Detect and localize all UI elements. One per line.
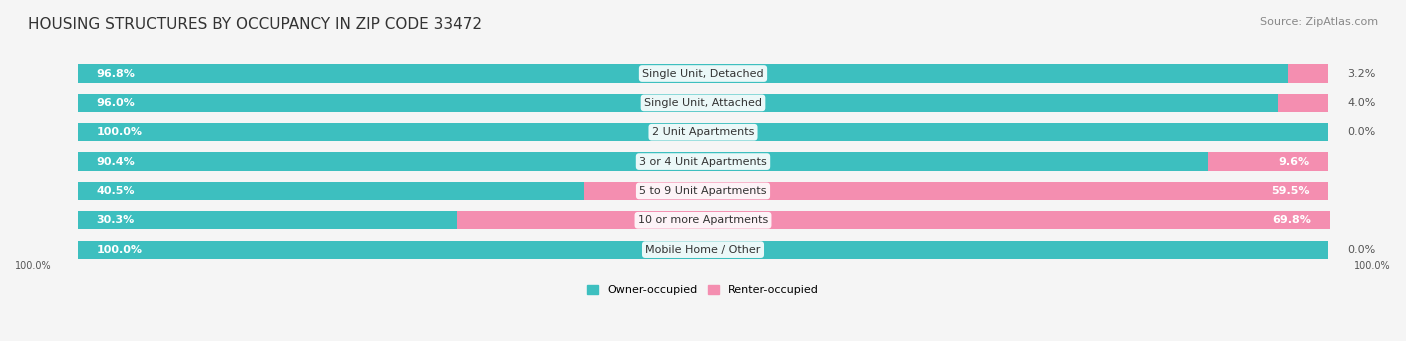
Text: Mobile Home / Other: Mobile Home / Other [645,244,761,255]
Text: 100.0%: 100.0% [1354,261,1391,271]
Bar [77,152,1329,171]
Text: 96.0%: 96.0% [96,98,135,108]
Bar [77,64,1329,83]
Text: Source: ZipAtlas.com: Source: ZipAtlas.com [1260,17,1378,27]
Bar [77,152,1208,171]
Text: Single Unit, Detached: Single Unit, Detached [643,69,763,78]
Text: 5 to 9 Unit Apartments: 5 to 9 Unit Apartments [640,186,766,196]
Text: HOUSING STRUCTURES BY OCCUPANCY IN ZIP CODE 33472: HOUSING STRUCTURES BY OCCUPANCY IN ZIP C… [28,17,482,32]
Text: 69.8%: 69.8% [1272,215,1310,225]
Text: 40.5%: 40.5% [96,186,135,196]
Bar [1208,152,1329,171]
Bar [1278,94,1329,112]
Text: 96.8%: 96.8% [96,69,135,78]
Text: Single Unit, Attached: Single Unit, Attached [644,98,762,108]
Bar [77,182,1329,200]
Text: 3 or 4 Unit Apartments: 3 or 4 Unit Apartments [640,157,766,167]
Bar [457,211,1330,229]
Text: 9.6%: 9.6% [1278,157,1310,167]
Bar [77,182,583,200]
Bar [77,240,1329,259]
Text: 0.0%: 0.0% [1347,244,1375,255]
Bar [1288,64,1329,83]
Text: 100.0%: 100.0% [96,244,142,255]
Legend: Owner-occupied, Renter-occupied: Owner-occupied, Renter-occupied [582,281,824,300]
Text: 0.0%: 0.0% [1347,127,1375,137]
Text: 3.2%: 3.2% [1347,69,1375,78]
Text: 100.0%: 100.0% [15,261,52,271]
Bar [77,211,1329,229]
Text: 2 Unit Apartments: 2 Unit Apartments [652,127,754,137]
Text: 100.0%: 100.0% [96,127,142,137]
Bar [77,123,1329,141]
Bar [77,211,457,229]
Bar [77,123,1329,141]
Text: 10 or more Apartments: 10 or more Apartments [638,215,768,225]
Bar [77,240,1329,259]
Text: 4.0%: 4.0% [1347,98,1375,108]
Text: 59.5%: 59.5% [1271,186,1310,196]
Bar [583,182,1329,200]
Text: 30.3%: 30.3% [96,215,135,225]
Bar [77,94,1329,112]
Bar [77,94,1278,112]
Bar [77,64,1288,83]
Text: 90.4%: 90.4% [96,157,135,167]
